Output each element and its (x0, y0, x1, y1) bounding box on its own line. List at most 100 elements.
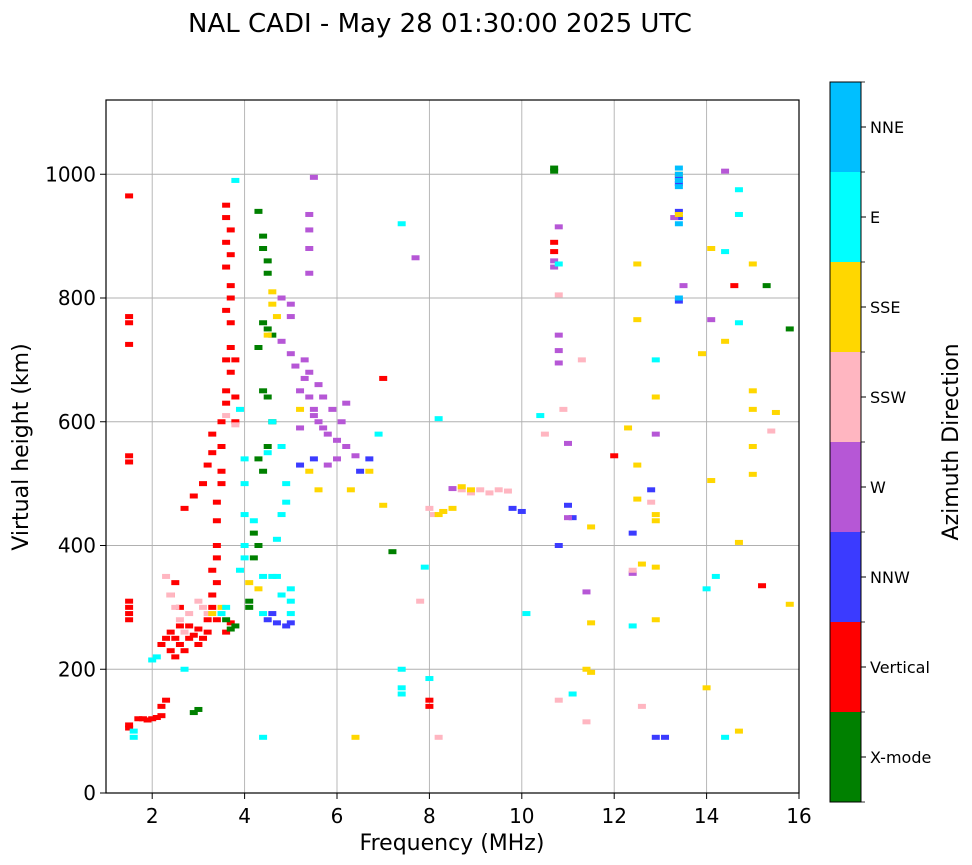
data-point-e (286, 586, 295, 592)
y-tick-label: 800 (58, 286, 96, 310)
data-point-sse (707, 478, 716, 484)
data-point-sse (651, 518, 660, 524)
x-tick-label: 4 (238, 804, 251, 828)
data-point-w (721, 168, 730, 174)
data-point-vertical (550, 239, 559, 245)
data-point-vertical (166, 648, 175, 654)
plot-frame (105, 99, 800, 794)
colorbar-label: W (870, 478, 886, 497)
grid-lines (106, 100, 800, 794)
data-point-x-mode (249, 555, 258, 561)
data-point-vertical (157, 703, 166, 709)
data-point-e (721, 249, 730, 255)
data-point-vertical (125, 604, 134, 610)
data-point-sse (624, 425, 633, 431)
data-point-w (319, 425, 328, 431)
colorbar-segment-e (830, 172, 861, 262)
data-point-x-mode (263, 326, 272, 332)
data-point-w (342, 444, 351, 449)
data-point-w (300, 357, 309, 363)
data-point-w (651, 431, 660, 437)
data-point-sse (439, 508, 448, 514)
data-point-vertical (125, 611, 134, 617)
data-point-vertical (222, 629, 231, 635)
data-point-ssw (166, 592, 175, 598)
x-axis-ticks: 2 4 6 8 10 12 14 16 (146, 793, 812, 828)
data-point-sse (587, 524, 596, 530)
data-point-ssw (416, 598, 425, 604)
data-point-sse (314, 487, 323, 493)
data-point-e (277, 512, 286, 518)
data-point-sse (748, 261, 757, 267)
data-point-nnw (647, 487, 656, 493)
data-point-w (286, 301, 295, 307)
data-point-w (554, 348, 563, 354)
data-point-sse (707, 246, 716, 251)
data-point-nnw (628, 530, 637, 536)
colorbar-segment-vertical (830, 622, 861, 712)
data-point-ssw (767, 428, 776, 434)
data-point-vertical (180, 648, 189, 654)
data-point-vertical (125, 617, 134, 623)
data-point-e (554, 261, 563, 267)
data-point-e (240, 555, 249, 561)
data-point-ssw (203, 611, 212, 617)
data-point-x-mode (550, 165, 559, 171)
data-point-vertical (125, 193, 134, 199)
data-point-vertical (203, 617, 212, 623)
data-point-vertical (222, 307, 231, 313)
data-point-vertical (125, 459, 134, 465)
data-point-vertical (226, 369, 235, 375)
data-point-x-mode (254, 456, 263, 462)
data-point-x-mode (263, 444, 272, 449)
colorbar-label: NNE (870, 118, 904, 137)
data-point-x-mode (259, 320, 268, 326)
colorbar-label: E (870, 208, 880, 227)
data-point-w (296, 388, 305, 394)
data-point-nnw (508, 505, 517, 511)
data-point-nnw (356, 468, 365, 474)
data-point-vertical (425, 697, 434, 703)
x-tick-label: 2 (146, 804, 159, 828)
data-point-e (240, 512, 249, 518)
data-point-w (319, 394, 328, 400)
data-point-w (554, 224, 563, 230)
data-point-x-mode (245, 598, 254, 604)
data-point-w (305, 394, 314, 400)
data-point-sse (587, 620, 596, 626)
data-point-vertical (125, 722, 134, 728)
data-point-nnw (272, 620, 281, 626)
y-axis-ticks: 0 200 400 600 800 1000 (45, 162, 106, 805)
data-point-w (411, 255, 420, 261)
data-point-e (129, 728, 138, 734)
data-point-sse (365, 468, 374, 474)
data-point-sse (434, 512, 443, 518)
data-point-x-mode (254, 345, 263, 350)
data-point-nnw (674, 215, 683, 221)
data-point-w (328, 406, 337, 412)
data-point-e (259, 734, 268, 740)
data-point-x-mode (259, 246, 268, 251)
data-point-vertical (125, 598, 134, 604)
data-point-w (305, 369, 314, 375)
data-point-w (564, 440, 572, 446)
data-point-vertical (208, 592, 217, 598)
data-point-sse (721, 338, 730, 344)
data-point-sse (379, 502, 388, 508)
data-point-vertical (175, 642, 184, 647)
data-point-ssw (503, 488, 512, 494)
data-point-ssw (425, 505, 434, 511)
data-point-ssw (180, 629, 189, 635)
data-point-sse (466, 487, 475, 493)
data-point-ssw (577, 357, 586, 363)
data-point-w (628, 570, 637, 576)
data-point-ssw (554, 292, 563, 298)
data-point-vertical (180, 505, 189, 511)
data-point-x-mode (550, 168, 559, 174)
data-point-w (554, 332, 563, 338)
data-point-vertical (217, 419, 226, 425)
data-point-sse (268, 301, 277, 307)
data-point-vertical (379, 375, 388, 381)
data-point-e (231, 177, 240, 183)
data-point-x-mode (254, 208, 263, 214)
